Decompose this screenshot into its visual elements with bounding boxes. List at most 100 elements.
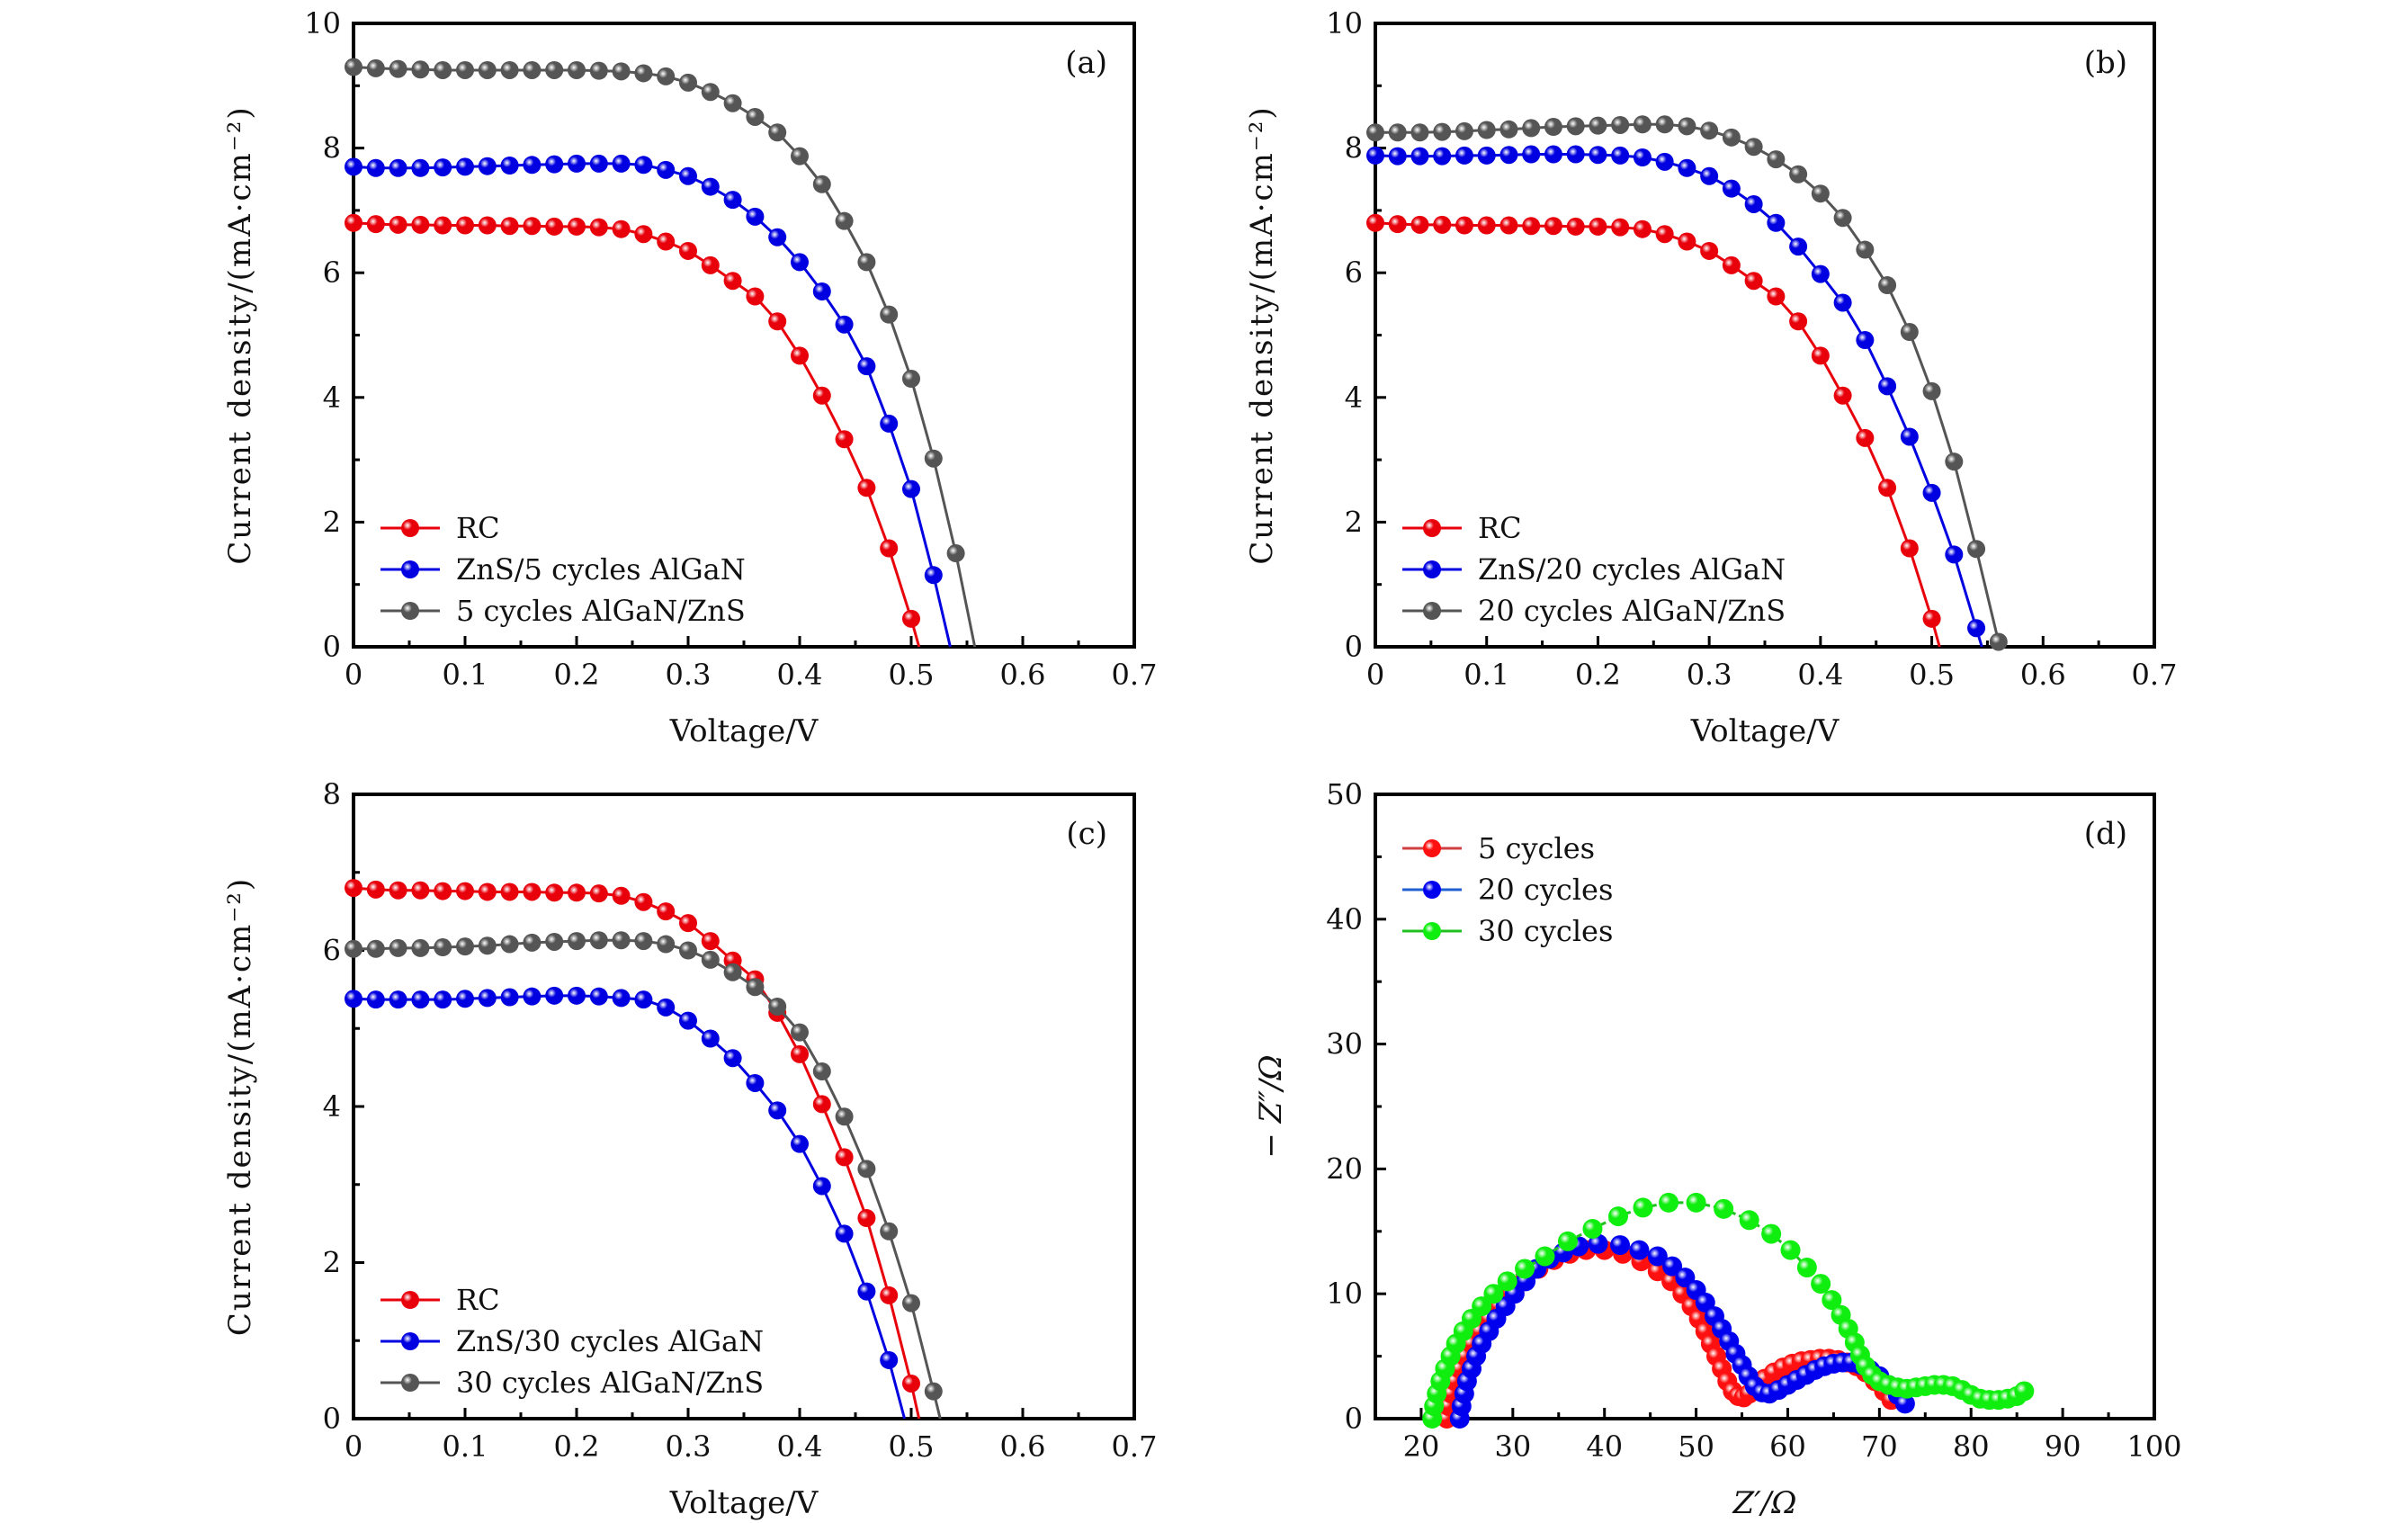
data-point: [612, 154, 631, 173]
legend-label: RC: [456, 1283, 500, 1317]
data-point: [389, 158, 407, 177]
x-tick-label: 0: [345, 1429, 363, 1464]
y-tick-label: 6: [1345, 255, 1363, 290]
x-tick-label: 0.3: [666, 1429, 712, 1464]
data-point: [880, 414, 899, 433]
data-point: [523, 217, 542, 236]
legend-label: 5 cycles AlGaN/ZnS: [456, 594, 746, 628]
panel-label: (a): [1065, 45, 1107, 81]
data-point: [1499, 146, 1518, 165]
data-point: [701, 177, 720, 196]
data-point: [924, 566, 943, 585]
data-point: [1767, 287, 1786, 306]
y-axis-label: Current density/(mA·cm⁻²): [1244, 105, 1280, 564]
data-point: [411, 215, 430, 234]
data-point: [857, 1209, 876, 1228]
data-point: [768, 997, 787, 1016]
data-point: [679, 166, 697, 185]
data-point: [634, 990, 653, 1009]
data-point: [1610, 1235, 1631, 1256]
data-point: [634, 156, 653, 175]
data-point: [1633, 1197, 1653, 1218]
data-point: [1678, 158, 1696, 177]
data-point: [812, 1062, 831, 1080]
x-tick-label: 0.1: [443, 1429, 488, 1464]
legend-label: 20 cycles: [1478, 873, 1613, 907]
data-point: [791, 147, 809, 166]
data-point: [768, 1101, 787, 1120]
data-point: [746, 107, 765, 126]
data-point: [723, 1049, 742, 1068]
data-point: [701, 932, 720, 951]
x-tick-label: 0.7: [1112, 658, 1158, 692]
data-point: [1744, 194, 1763, 213]
data-point: [1472, 1296, 1492, 1317]
y-tick-label: 10: [304, 6, 341, 40]
data-point: [1678, 232, 1696, 251]
data-point: [1894, 1393, 1915, 1414]
series-20-cycles-algan-zns: [1366, 115, 2008, 651]
data-point: [1483, 1284, 1504, 1304]
data-point: [746, 207, 765, 226]
x-tick-label: 0.3: [666, 658, 712, 692]
legend-swatch-marker: [1423, 922, 1441, 940]
data-point: [478, 60, 497, 79]
x-tick-label: 0.5: [1909, 658, 1955, 692]
data-point: [366, 880, 385, 899]
data-point: [456, 990, 474, 1008]
legend-label: RC: [456, 511, 500, 545]
data-point: [589, 218, 608, 237]
legend-item: 20 cycles AlGaN/ZnS: [1402, 594, 1786, 628]
x-tick-label: 0.7: [2132, 658, 2178, 692]
panel-b: 0 0.1 0.2 0.3 0.4 0.5 0.6 0.7 0 2 4 6 8 10 Voltage/V Cu…: [1244, 6, 2177, 749]
data-point: [1566, 145, 1585, 164]
data-point: [389, 215, 407, 234]
series-zns-20-cycles-algan: [1366, 145, 1986, 648]
data-point: [679, 914, 697, 933]
data-point: [434, 158, 452, 177]
legend-label: 20 cycles AlGaN/ZnS: [1478, 594, 1786, 628]
data-point: [1714, 1198, 1734, 1219]
legend-item: 5 cycles: [1402, 831, 1595, 865]
data-point: [456, 60, 474, 79]
data-point: [389, 990, 407, 1009]
y-tick-label: 0: [323, 1402, 341, 1436]
data-point: [723, 94, 742, 112]
data-point: [1856, 331, 1875, 350]
x-tick-label: 0.6: [1000, 1429, 1046, 1464]
y-tick-label: 2: [1345, 505, 1363, 539]
data-point: [679, 941, 697, 960]
data-point: [545, 217, 564, 236]
data-point: [389, 881, 407, 900]
data-point: [1433, 215, 1452, 234]
data-point: [1557, 1231, 1578, 1251]
data-point: [568, 60, 586, 79]
data-point: [1629, 1240, 1650, 1260]
data-point: [812, 282, 831, 300]
data-point: [1722, 128, 1741, 147]
data-point: [589, 931, 608, 950]
data-point: [1611, 115, 1630, 134]
data-point: [612, 886, 631, 905]
y-axis-label: Current density/(mA·cm⁻²): [222, 105, 258, 564]
panel-label: (d): [2084, 816, 2127, 852]
data-point: [679, 241, 697, 260]
x-tick-label: 40: [1586, 1429, 1623, 1464]
legend-item: ZnS/30 cycles AlGaN: [380, 1324, 764, 1358]
legend-item: ZnS/20 cycles AlGaN: [1402, 552, 1786, 587]
data-point: [500, 882, 519, 901]
x-tick-label: 0.1: [1464, 658, 1509, 692]
data-point: [523, 156, 542, 175]
legend-item: RC: [1402, 511, 1522, 545]
data-point: [857, 1160, 876, 1178]
data-point: [1647, 1246, 1668, 1267]
data-point: [1655, 225, 1674, 244]
data-point: [589, 987, 608, 1006]
data-point: [1767, 150, 1786, 169]
data-point: [1522, 217, 1541, 236]
data-point: [657, 902, 676, 921]
data-point: [768, 123, 787, 142]
y-tick-label: 40: [1326, 902, 1363, 936]
data-point: [411, 158, 430, 177]
data-point: [1497, 1271, 1517, 1292]
